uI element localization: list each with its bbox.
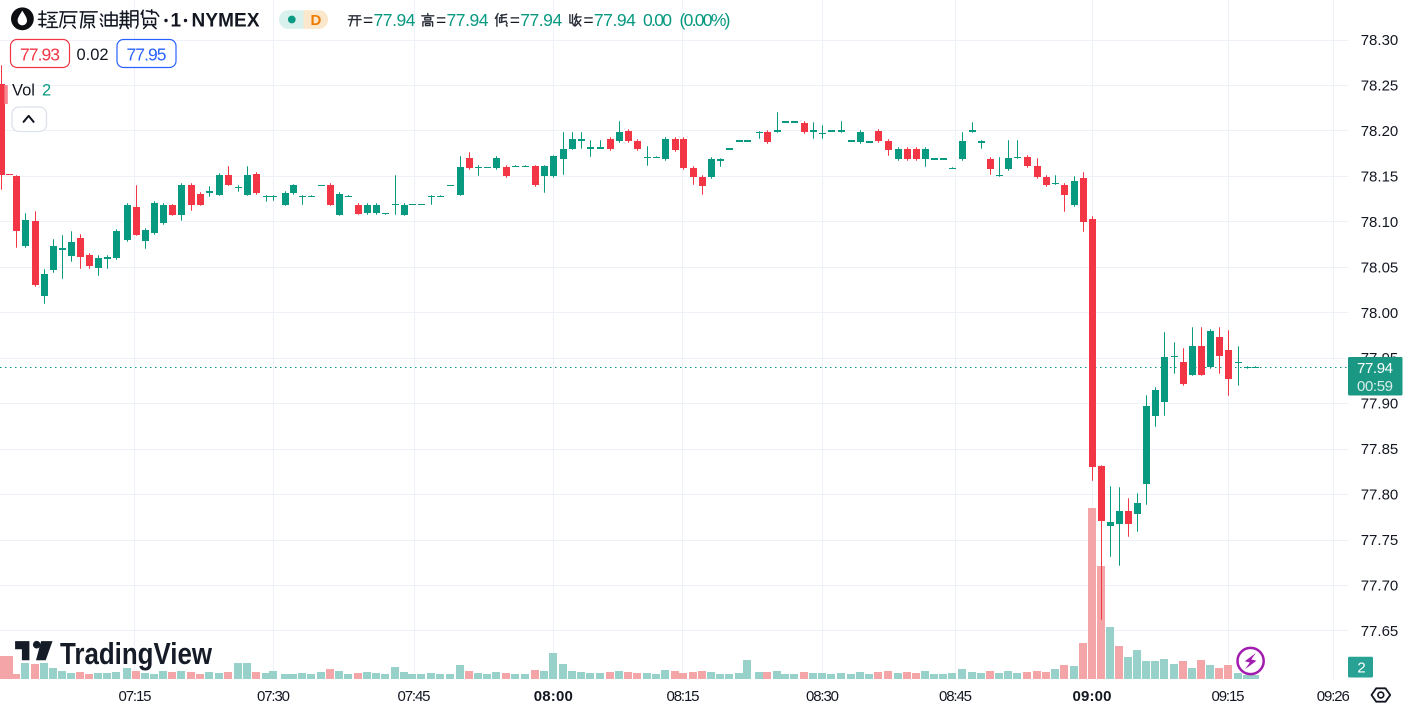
svg-text:09:26: 09:26 [1317,688,1350,705]
svg-text:NYMEX: NYMEX [192,11,260,32]
svg-text:D: D [311,12,322,29]
svg-text:77.94: 77.94 [520,10,562,30]
svg-text:00:59: 00:59 [1357,378,1393,395]
svg-text:=: = [363,10,373,30]
svg-text:77.75: 77.75 [1361,532,1399,549]
svg-text:77.70: 77.70 [1361,578,1399,595]
svg-text:=: = [583,10,593,30]
svg-text:77.80: 77.80 [1361,487,1399,504]
svg-text:=: = [510,10,520,30]
svg-text:08:15: 08:15 [667,688,700,705]
svg-text:09:00: 09:00 [1073,688,1112,705]
svg-text:=: = [436,10,446,30]
svg-text:Vol: Vol [12,82,35,100]
svg-text:2: 2 [42,82,51,100]
svg-text:(0.00%): (0.00%) [680,10,731,30]
svg-text:07:30: 07:30 [257,688,290,705]
svg-text:77.95: 77.95 [127,45,167,65]
svg-text:TradingView: TradingView [60,637,212,671]
svg-text:08:45: 08:45 [939,688,972,705]
svg-text:77.94: 77.94 [1357,360,1393,377]
svg-text:78.20: 78.20 [1361,123,1399,140]
svg-text:77.94: 77.94 [374,10,416,30]
svg-text:0.00: 0.00 [643,10,672,30]
svg-text:07:45: 07:45 [398,688,431,705]
svg-text:77.94: 77.94 [447,10,489,30]
svg-text:77.65: 77.65 [1361,623,1399,640]
svg-text:08:00: 08:00 [534,688,573,705]
svg-text:78.00: 78.00 [1361,305,1399,322]
svg-text:77.93: 77.93 [20,45,60,65]
svg-text:2: 2 [1357,660,1365,677]
svg-text:78.05: 78.05 [1361,259,1399,276]
svg-text:1: 1 [171,11,182,32]
svg-text:78.30: 78.30 [1361,32,1399,49]
svg-text:78.15: 78.15 [1361,168,1399,185]
svg-text:78.25: 78.25 [1361,78,1399,95]
svg-text:78.10: 78.10 [1361,214,1399,231]
svg-text:77.94: 77.94 [594,10,636,30]
svg-text:08:30: 08:30 [806,688,839,705]
svg-text:77.85: 77.85 [1361,441,1399,458]
svg-text:77.90: 77.90 [1361,396,1399,413]
svg-text:0.02: 0.02 [76,46,108,64]
svg-text:09:15: 09:15 [1212,688,1245,705]
svg-text:07:15: 07:15 [119,688,152,705]
